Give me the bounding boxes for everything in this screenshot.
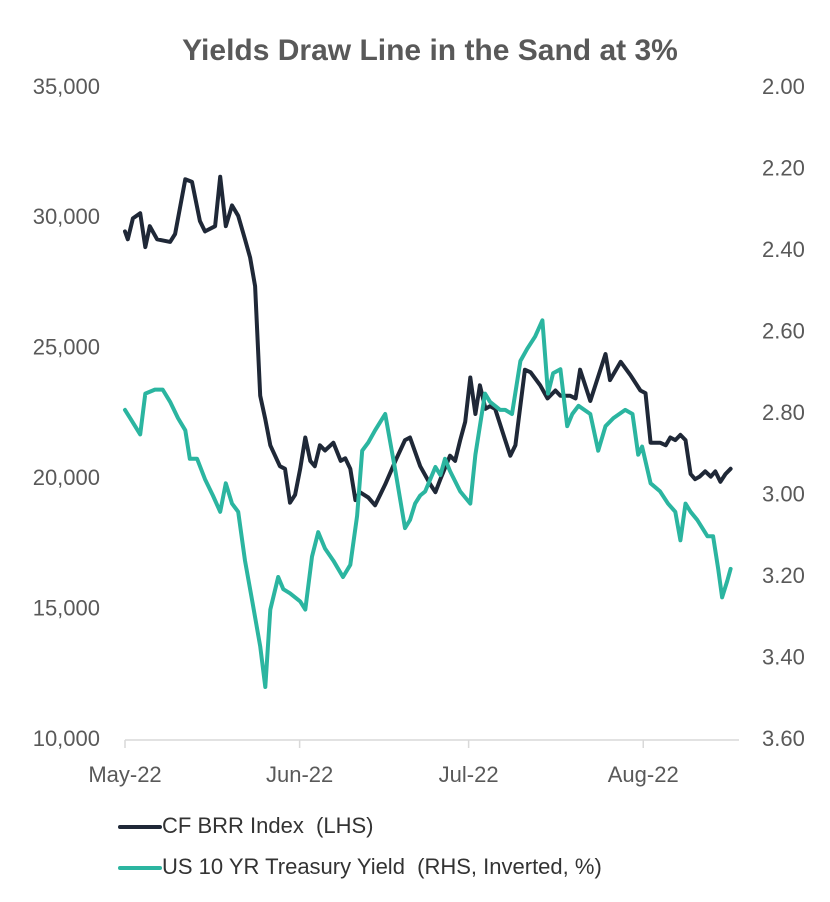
y2-tick-label: 2.00: [762, 74, 805, 99]
chart-title: Yields Draw Line in the Sand at 3%: [182, 34, 678, 67]
y-tick-label: 30,000: [33, 204, 100, 229]
y-tick-label: 10,000: [33, 726, 100, 751]
y-tick-label: 35,000: [33, 74, 100, 99]
y2-tick-label: 3.00: [762, 481, 805, 506]
y2-tick-label: 3.20: [762, 563, 805, 588]
x-tick-label: Jul-22: [439, 762, 499, 787]
x-tick-label: Aug-22: [608, 762, 679, 787]
series-line: [123, 318, 733, 689]
y-tick-label: 25,000: [33, 335, 100, 360]
series-line: [123, 174, 733, 508]
y2-tick-label: 2.20: [762, 155, 805, 180]
y-tick-label: 15,000: [33, 595, 100, 620]
y2-tick-label: 2.40: [762, 237, 805, 262]
legend-label: US 10 YR Treasury Yield (RHS, Inverted, …: [162, 854, 602, 879]
y2-tick-label: 2.80: [762, 400, 805, 425]
y2-tick-label: 3.60: [762, 726, 805, 751]
x-tick-label: Jun-22: [266, 762, 333, 787]
legend-label: CF BRR Index (LHS): [162, 813, 374, 838]
y-tick-label: 20,000: [33, 465, 100, 490]
y2-tick-label: 2.60: [762, 318, 805, 343]
y2-tick-label: 3.40: [762, 644, 805, 669]
x-tick-label: May-22: [88, 762, 161, 787]
